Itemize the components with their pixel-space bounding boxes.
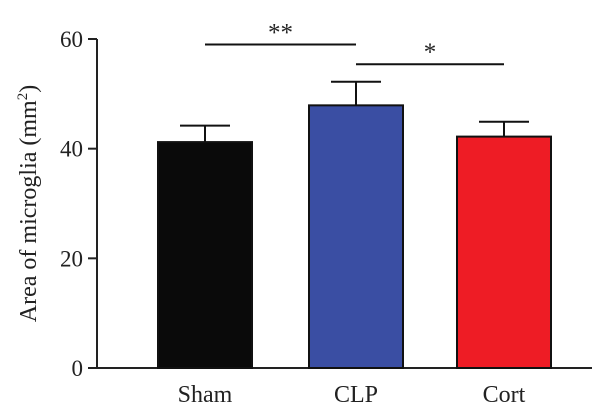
category-label-sham: Sham xyxy=(178,382,233,408)
category-label-clp: CLP xyxy=(334,382,378,408)
significance-label-2: * xyxy=(424,39,437,66)
y-ticks: 0 20 40 60 xyxy=(60,27,97,381)
y-axis-label-superscript: 2 xyxy=(15,93,31,101)
bars xyxy=(157,104,552,370)
bar-clp xyxy=(308,104,404,370)
category-labels: Sham CLP Cort xyxy=(178,382,526,408)
significance-annotations: *** xyxy=(205,19,504,66)
y-tick-label: 60 xyxy=(60,27,83,52)
y-tick-label: 20 xyxy=(60,246,83,271)
y-tick-label: 40 xyxy=(60,137,83,162)
error-bars xyxy=(180,80,529,143)
y-axis-label-main: Area of microglia (mm xyxy=(16,100,42,322)
y-axis-label: Area of microglia (mm2) xyxy=(15,85,42,322)
y-tick-label: 0 xyxy=(72,356,84,381)
y-axis-label-close: ) xyxy=(16,85,42,93)
significance-label-1: ** xyxy=(268,19,293,46)
bar-sham xyxy=(157,141,253,369)
bar-cort xyxy=(456,135,552,369)
category-label-cort: Cort xyxy=(483,382,526,408)
